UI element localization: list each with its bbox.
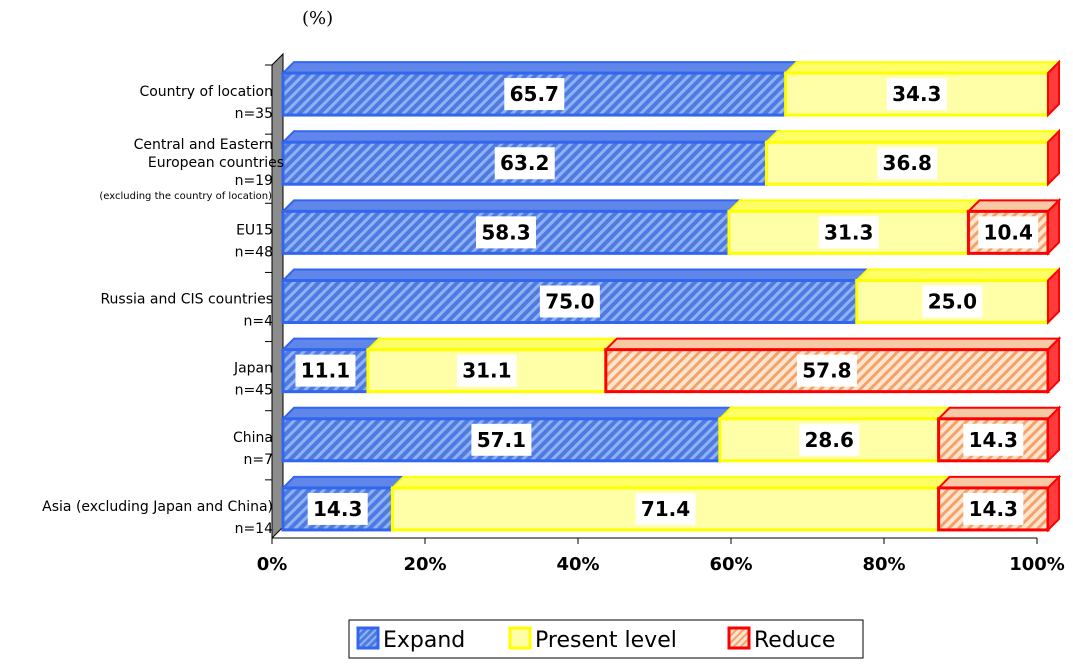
data-label-box	[635, 492, 696, 525]
plot-side-wall	[271, 52, 284, 540]
data-label-box	[471, 423, 532, 456]
data-label-box	[796, 354, 857, 387]
bar-top-present-level	[365, 337, 620, 351]
data-label: 75.0	[545, 290, 594, 314]
category-sample-size: n=19	[235, 173, 273, 189]
data-label-box	[475, 216, 536, 249]
data-label-box	[307, 492, 368, 525]
data-label-box	[539, 285, 600, 318]
data-label: 57.1	[477, 428, 526, 452]
legend-swatch-present-level	[508, 626, 532, 650]
category-label: Russia and CIS countries	[100, 292, 273, 308]
legend-swatch-reduce	[727, 626, 751, 650]
data-label: 31.1	[462, 359, 511, 383]
bar-top-reduce	[936, 475, 1062, 489]
bar-end-cap	[1047, 128, 1060, 187]
legend-label-present-level: Present level	[535, 628, 677, 653]
bar-top-present-level	[717, 406, 953, 420]
bar-top-present-level	[783, 61, 1062, 75]
category-label: EU15	[236, 222, 273, 238]
data-labels: 65.7 34.3 63.2 36.8 58.3 31.3 10.4 75.0 25.0 11.1…	[295, 78, 1039, 525]
bar-top-expand	[280, 61, 800, 75]
bar-top-present-level	[389, 475, 953, 489]
category-label: China	[233, 430, 273, 446]
data-label-box	[504, 78, 565, 111]
category-label-cont: European countries	[148, 155, 284, 171]
data-label: 58.3	[481, 220, 530, 244]
data-label: 71.4	[641, 497, 690, 521]
data-label: 14.3	[313, 497, 362, 521]
bar-top-reduce	[603, 337, 1062, 351]
data-label: 11.1	[301, 359, 350, 383]
x-axis: 0% 20% 40% 60% 80% 100%	[257, 538, 1065, 575]
legend: Expand Present level Reduce	[348, 619, 864, 659]
bar-top-reduce	[936, 406, 1062, 420]
bar-top-expand	[280, 268, 871, 282]
legend-label-reduce: Reduce	[754, 628, 835, 653]
bar-end-cap	[1047, 59, 1060, 118]
bar-top-present-level	[854, 268, 1062, 282]
data-label-box	[799, 423, 860, 456]
data-label-box	[978, 216, 1039, 249]
data-label-box	[295, 354, 356, 387]
data-label-box	[456, 354, 517, 387]
bar-top-expand	[280, 130, 780, 144]
bar-top-expand	[280, 406, 734, 420]
x-tick-label: 40%	[556, 554, 599, 575]
x-tick-label: 80%	[862, 554, 905, 575]
category-sample-size: n=14	[235, 521, 274, 537]
x-tick-label: 20%	[403, 554, 446, 575]
data-label-box	[963, 492, 1024, 525]
data-label-box	[877, 147, 938, 180]
category-sample-size: n=45	[235, 383, 273, 399]
category-note: (excluding the country of location)	[99, 191, 272, 202]
data-label: 57.8	[802, 359, 851, 383]
data-label: 28.6	[805, 428, 854, 452]
unit-label: (%)	[302, 8, 333, 29]
legend-label-expand: Expand	[383, 628, 465, 653]
bar-top-expand	[280, 475, 406, 489]
data-label-box	[963, 423, 1024, 456]
data-label: 65.7	[510, 82, 559, 106]
data-label: 36.8	[883, 151, 932, 175]
category-label: Asia (excluding Japan and China)	[42, 499, 273, 515]
data-label-box	[494, 147, 555, 180]
data-label: 14.3	[969, 428, 1018, 452]
category-sample-size: n=35	[235, 106, 273, 122]
bar-end-cap	[1047, 197, 1060, 256]
category-labels: Country of location n=35 Central and Easte…	[42, 84, 284, 537]
bar-top-present-level	[726, 199, 982, 213]
legend-swatch-expand	[356, 626, 380, 650]
category-sample-size: n=7	[243, 452, 273, 468]
bar-end-cap	[1047, 267, 1060, 325]
bar-end-cap	[1047, 405, 1060, 464]
bar-top-reduce	[966, 199, 1062, 213]
category-label: Central and Eastern	[134, 137, 273, 153]
bar-top-expand	[280, 337, 382, 351]
data-label: 25.0	[928, 290, 977, 314]
data-label: 31.3	[824, 220, 873, 244]
data-label: 10.4	[984, 220, 1033, 244]
bar-top-present-level	[764, 130, 1062, 144]
bar-top-expand	[280, 199, 743, 213]
data-label: 34.3	[892, 82, 941, 106]
x-tick-label: 100%	[1009, 554, 1065, 575]
category-sample-size: n=48	[235, 244, 273, 260]
category-label: Japan	[233, 361, 273, 377]
data-label-box	[886, 78, 947, 111]
data-label: 63.2	[500, 151, 549, 175]
bar-end-cap	[1047, 336, 1060, 395]
x-tick-label: 0%	[257, 554, 288, 575]
data-label: 14.3	[969, 497, 1018, 521]
data-label-box	[922, 285, 983, 318]
category-label: Country of location	[139, 84, 273, 100]
bar-end-cap	[1047, 474, 1060, 533]
data-label-box	[818, 216, 879, 249]
category-sample-size: n=4	[243, 314, 273, 330]
legend-box	[348, 619, 864, 659]
x-tick-label: 60%	[709, 554, 752, 575]
